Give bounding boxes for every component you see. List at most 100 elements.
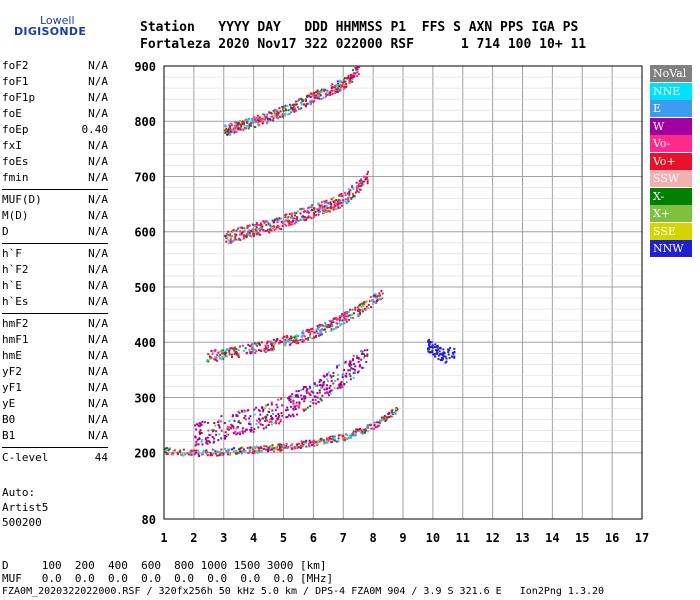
echo-point bbox=[341, 385, 344, 388]
echo-point bbox=[246, 118, 249, 121]
echo-point bbox=[395, 406, 398, 409]
echo-point bbox=[246, 233, 249, 236]
echo-point bbox=[227, 128, 230, 131]
echo-point bbox=[235, 449, 238, 452]
echo-point bbox=[278, 219, 281, 222]
echo-point bbox=[369, 296, 372, 299]
echo-point bbox=[362, 353, 365, 356]
echo-point bbox=[286, 446, 289, 449]
echo-point bbox=[228, 350, 231, 353]
echo-point bbox=[320, 88, 323, 91]
echo-point bbox=[248, 417, 251, 420]
echo-point bbox=[356, 66, 359, 69]
echo-point bbox=[357, 185, 360, 188]
legend-item-w: W bbox=[650, 117, 692, 135]
echo-point bbox=[313, 212, 316, 215]
echo-point bbox=[262, 408, 265, 411]
echo-point bbox=[178, 450, 181, 453]
echo-point bbox=[212, 441, 215, 444]
echo-point bbox=[351, 80, 354, 83]
echo-point bbox=[328, 210, 331, 213]
echo-point bbox=[299, 218, 302, 221]
echo-point bbox=[176, 451, 179, 454]
echo-point bbox=[272, 348, 275, 351]
echo-point bbox=[354, 365, 357, 368]
echo-point bbox=[168, 448, 171, 451]
param-value: N/A bbox=[88, 317, 108, 330]
echo-point bbox=[304, 105, 307, 108]
param-name: yF2 bbox=[2, 365, 22, 378]
echo-point bbox=[227, 230, 230, 233]
echo-point bbox=[356, 190, 359, 193]
echo-point bbox=[342, 436, 345, 439]
echo-point bbox=[342, 201, 345, 204]
echo-point bbox=[324, 95, 327, 98]
echo-point bbox=[303, 386, 306, 389]
echo-point bbox=[345, 82, 348, 85]
echo-point bbox=[270, 447, 273, 450]
echo-point bbox=[233, 352, 236, 355]
echo-point bbox=[233, 349, 236, 352]
echo-point bbox=[270, 112, 273, 115]
echo-point bbox=[321, 394, 324, 397]
echo-point bbox=[259, 349, 262, 352]
echo-point bbox=[316, 443, 319, 446]
echo-point bbox=[265, 220, 268, 223]
echo-point bbox=[251, 343, 254, 346]
echo-point bbox=[336, 440, 339, 443]
echo-point bbox=[282, 115, 285, 118]
echo-point bbox=[305, 102, 308, 105]
echo-point bbox=[253, 116, 256, 119]
x-tick-label: 17 bbox=[635, 531, 649, 545]
echo-point bbox=[307, 215, 310, 218]
echo-point bbox=[321, 201, 324, 204]
echo-point bbox=[339, 199, 342, 202]
echo-point bbox=[332, 435, 335, 438]
echo-point bbox=[270, 401, 273, 404]
echo-point bbox=[221, 349, 224, 352]
echo-point bbox=[239, 450, 242, 453]
echo-point bbox=[206, 421, 209, 424]
echo-point bbox=[308, 385, 311, 388]
echo-point bbox=[316, 396, 319, 399]
echo-point bbox=[339, 84, 342, 87]
echo-point bbox=[244, 449, 247, 452]
echo-point bbox=[328, 387, 331, 390]
echo-point bbox=[330, 376, 333, 379]
echo-point bbox=[280, 443, 283, 446]
echo-point bbox=[234, 452, 237, 455]
echo-point bbox=[295, 109, 298, 112]
echo-point bbox=[338, 364, 341, 367]
echo-point bbox=[336, 200, 339, 203]
echo-point bbox=[213, 349, 216, 352]
echo-point bbox=[302, 440, 305, 443]
echo-point bbox=[321, 207, 324, 210]
echo-point bbox=[301, 331, 304, 334]
echo-point bbox=[318, 332, 321, 335]
echo-point bbox=[265, 445, 268, 448]
echo-point bbox=[258, 409, 261, 412]
echo-point bbox=[347, 76, 350, 79]
echo-point bbox=[389, 415, 392, 418]
echo-point bbox=[201, 420, 204, 423]
echo-point bbox=[240, 233, 243, 236]
echo-point bbox=[212, 429, 215, 432]
echo-point bbox=[357, 73, 360, 76]
echo-point bbox=[307, 331, 310, 334]
echo-point bbox=[237, 410, 240, 413]
echo-point bbox=[298, 401, 301, 404]
param-row: foE N/A bbox=[2, 107, 108, 122]
echo-point bbox=[259, 423, 262, 426]
echo-point bbox=[279, 449, 282, 452]
echo-point bbox=[349, 316, 352, 319]
echo-point bbox=[366, 178, 369, 181]
echo-point bbox=[322, 383, 325, 386]
echo-point bbox=[345, 77, 348, 80]
echo-point bbox=[260, 406, 263, 409]
echo-point bbox=[284, 213, 287, 216]
echo-point bbox=[222, 352, 225, 355]
echo-point bbox=[226, 133, 229, 136]
echo-point bbox=[261, 122, 264, 125]
echo-point bbox=[355, 428, 358, 431]
echo-point bbox=[367, 430, 370, 433]
